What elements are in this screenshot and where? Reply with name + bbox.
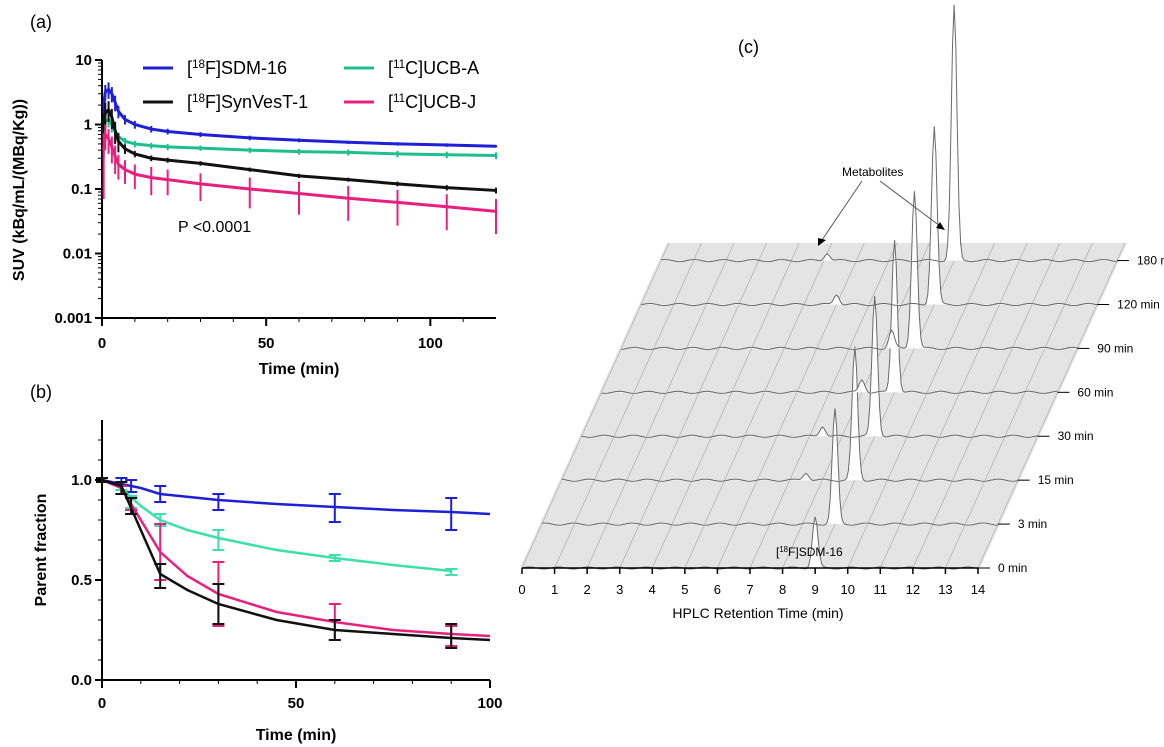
a-y-tick-label: 0.001 <box>54 310 92 327</box>
c-x-tick-label: 3 <box>616 582 623 597</box>
c-trace-120-min <box>640 126 1098 307</box>
c-x-tick-label: 13 <box>938 582 952 597</box>
a-y-tick-label: 10 <box>75 52 92 69</box>
c-depth-gridline <box>651 242 800 569</box>
a-x-tick-label: 100 <box>418 335 443 352</box>
c-x-tick-label: 6 <box>714 582 721 597</box>
a-series-line <box>102 130 497 213</box>
a-y-tick-label: 1 <box>84 117 92 134</box>
b-y-tick-label: 1.0 <box>71 472 92 489</box>
c-depth-gridline <box>944 242 1093 569</box>
c-row-label: 180 min <box>1137 254 1164 268</box>
b-x-tick-label: 100 <box>477 695 502 712</box>
b-y-tick-label: 0.0 <box>71 672 92 689</box>
panel-label-a: (a) <box>30 12 52 32</box>
c-x-tick-label: 4 <box>649 582 656 597</box>
c-row-label: 0 min <box>998 561 1027 575</box>
c-trace-line <box>561 346 1018 482</box>
c-trace-60-min <box>601 240 1058 394</box>
c-depth-gridline <box>619 242 768 569</box>
panel-label-b: (b) <box>30 382 52 402</box>
c-trace-180-min <box>660 4 1118 263</box>
c-x-tick-label: 11 <box>874 582 888 597</box>
a-x-tick-label: 0 <box>98 335 106 352</box>
c-metabolite-arrows <box>818 180 945 246</box>
a-legend-label: [11C]UCB-J <box>388 92 476 113</box>
c-row-label: 120 min <box>1117 297 1160 311</box>
c-depth-gridline <box>977 242 1126 569</box>
c-row-label: 30 min <box>1058 429 1094 443</box>
b-series--11c-ucb-a <box>96 477 458 576</box>
a-x-axis-title: Time (min) <box>259 361 340 378</box>
c-row-label: 60 min <box>1077 385 1113 399</box>
b-x-axis-title: Time (min) <box>256 727 337 744</box>
c-x-tick-label: 9 <box>812 582 819 597</box>
b-y-tick-label: 0.5 <box>71 572 92 589</box>
c-row-label: 15 min <box>1038 473 1074 487</box>
a-series--11c-ucb-a <box>102 113 497 160</box>
a-series--18f-sdm-16 <box>102 82 497 148</box>
a-y-tick-label: 0.01 <box>63 246 92 263</box>
c-depth-gridline <box>879 242 1028 569</box>
a-annotation-pvalue: P <0.0001 <box>178 219 251 236</box>
c-depth-gridline <box>912 242 1061 569</box>
a-series-line <box>102 117 497 158</box>
c-x-tick-label: 1 <box>551 582 558 597</box>
c-x-tick-label: 12 <box>906 582 920 597</box>
c-depth-gridline <box>847 242 996 569</box>
c-depth-gridline <box>554 242 702 569</box>
c-depth-gridline <box>684 242 833 569</box>
c-trace-line <box>541 408 998 526</box>
c-x-axis-title: HPLC Retention Time (min) <box>672 605 843 621</box>
c-x-tick-label: 8 <box>779 582 786 597</box>
c-trace-line <box>660 4 1118 263</box>
c-trace-line <box>621 191 1078 350</box>
c-trace-30-min <box>581 295 1038 438</box>
c-depth-gridline <box>716 242 865 569</box>
c-row-label: 90 min <box>1097 341 1133 355</box>
c-trace-line <box>581 295 1038 438</box>
c-x-tick-label: 2 <box>584 582 591 597</box>
a-series--11c-ucb-j <box>102 124 497 235</box>
c-trace-15-min <box>561 346 1018 482</box>
b-series--18f-sdm-16 <box>96 477 491 531</box>
a-y-tick-label: 0.1 <box>71 181 92 198</box>
c-annotation-metabolites: Metabolites <box>842 165 903 179</box>
a-series-line <box>102 106 497 192</box>
a-legend-label: [18F]SDM-16 <box>187 58 287 79</box>
c-x-tick-label: 14 <box>971 582 985 597</box>
a-legend-label: [18F]SynVesT-1 <box>187 92 308 113</box>
c-trace-line <box>640 126 1098 307</box>
c-depth-gridline <box>586 242 735 569</box>
b-series--18f-synvest-1 <box>96 477 491 649</box>
b-y-axis-title: Parent fraction <box>33 494 50 607</box>
panel-b-parent-fraction-chart: 0.0 0.5 1.0 0 50 100 Time (min) Parent fract… <box>33 420 503 744</box>
c-trace-90-min <box>621 191 1078 350</box>
c-peak-label: [18F]SDM-16 <box>776 545 843 560</box>
panel-label-c: (c) <box>738 37 759 57</box>
b-x-tick-label: 50 <box>288 695 305 712</box>
c-depth-gridline <box>521 242 670 569</box>
a-legend-label: [11C]UCB-A <box>388 58 479 79</box>
c-depth-gridline <box>749 242 898 569</box>
a-y-axis-title: SUV (kBq/mL/(MBq/Kg)) <box>11 99 28 281</box>
panel-a-suv-chart: 0.001 0.01 0.1 1 10 0 50 100 Time (min) SUV (k… <box>11 52 497 378</box>
a-x-tick-label: 50 <box>258 335 275 352</box>
b-x-tick-label: 0 <box>98 695 106 712</box>
c-trace-3-min <box>541 408 998 526</box>
a-legend: [18F]SDM-16 [11C]UCB-A [18F]SynVesT-1 [11C]… <box>143 58 479 113</box>
c-row-label: 3 min <box>1018 517 1047 531</box>
c-x-tick-label: 7 <box>746 582 753 597</box>
c-x-tick-label: 0 <box>518 582 525 597</box>
c-x-tick-label: 10 <box>840 582 854 597</box>
c-trace-fill <box>661 4 1117 262</box>
a-series-line <box>102 87 497 148</box>
c-trace-line <box>601 240 1058 394</box>
c-x-tick-label: 5 <box>681 582 688 597</box>
